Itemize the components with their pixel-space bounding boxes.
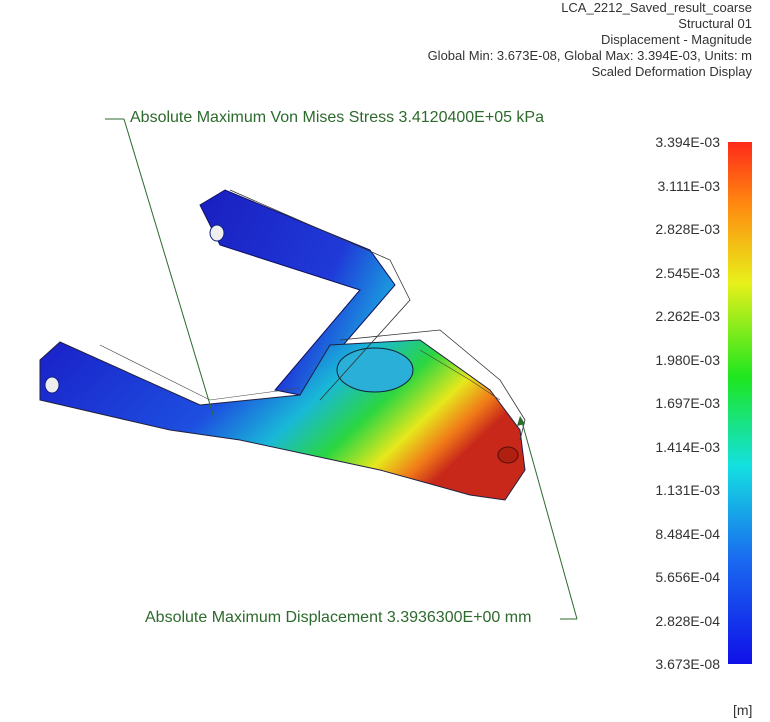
- lower-body: [39, 339, 526, 501]
- legend-label: 1.697E-03: [655, 395, 720, 411]
- legend-label: 3.111E-03: [657, 177, 720, 194]
- bushing-hole: [209, 224, 225, 242]
- legend-label: 3.394E-03: [655, 134, 720, 150]
- analysis-name: Structural 01: [678, 16, 752, 31]
- ball-joint-boss: [336, 347, 414, 393]
- legend-label: 1.131E-03: [655, 482, 720, 498]
- legend-unit: [m]: [733, 702, 753, 718]
- result-name: LCA_2212_Saved_result_coarse: [561, 0, 752, 15]
- arrow-head: [517, 416, 525, 426]
- leader-lines: [105, 118, 578, 620]
- color-bar: [728, 142, 752, 664]
- displacement-annotation: Absolute Maximum Displacement 3.3936300E…: [145, 609, 532, 626]
- legend-label: 2.828E-03: [655, 221, 720, 237]
- bushing-hole: [44, 376, 60, 394]
- legend-label: 3.673E-08: [655, 656, 720, 672]
- stress-annotation: Absolute Maximum Von Mises Stress 3.4120…: [130, 109, 544, 126]
- legend-label: 1.414E-03: [655, 438, 720, 455]
- ball-joint-hole: [497, 446, 519, 464]
- legend-label: 2.828E-04: [655, 612, 720, 629]
- legend-label: 8.484E-04: [655, 525, 720, 542]
- legend-label: 2.545E-03: [655, 264, 720, 281]
- legend-label: 1.980E-03: [655, 351, 720, 368]
- legend-label: 2.262E-03: [655, 308, 720, 324]
- result-type: Displacement - Magnitude: [600, 32, 752, 47]
- display-mode: Scaled Deformation Display: [591, 64, 752, 79]
- undeformed-outline: [99, 344, 501, 401]
- global-range: Global Min: 3.673E-08, Global Max: 3.394…: [427, 48, 752, 63]
- legend-label: 5.656E-04: [655, 569, 720, 585]
